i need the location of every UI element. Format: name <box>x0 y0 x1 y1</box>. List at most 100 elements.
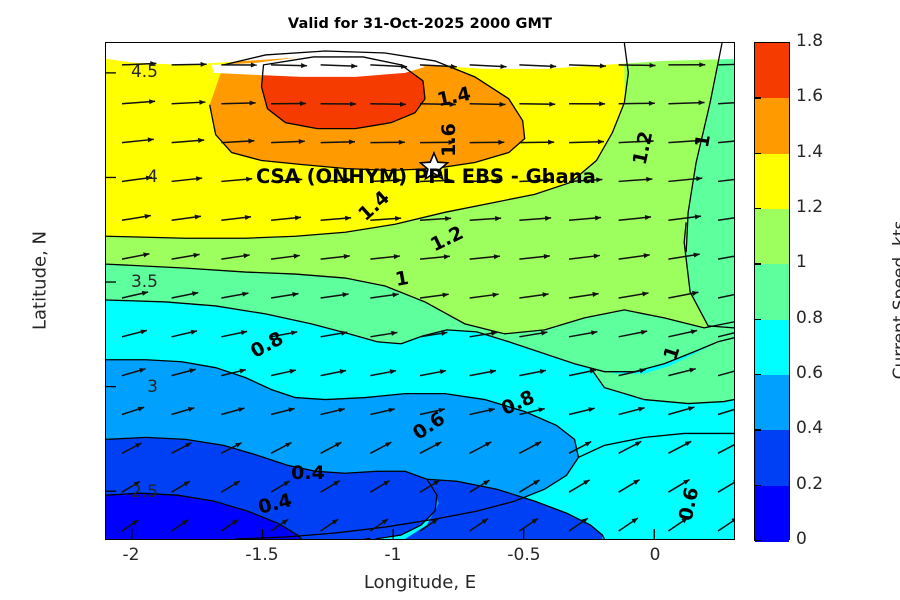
vector-arrow <box>370 139 405 145</box>
vector-arrow <box>419 177 453 183</box>
vector-arrow <box>369 518 389 532</box>
colorbar-tickmark-4 <box>754 263 761 265</box>
vector-arrow <box>221 138 255 144</box>
vector-arrow <box>469 330 498 338</box>
vector-arrow <box>568 479 591 493</box>
vector-arrow <box>221 330 248 338</box>
vector-arrow <box>121 480 141 493</box>
vector-arrow <box>320 330 348 338</box>
vector-arrow <box>320 369 347 377</box>
colorbar-tick-0-8: 0.8 <box>796 307 824 328</box>
y-tick-4: 4 <box>147 167 158 187</box>
x-tick-neg2: -2 <box>122 545 140 565</box>
contour-label-0-4-12: 0.4 <box>291 462 325 484</box>
vector-arrow <box>270 368 297 377</box>
vector-arrow <box>270 139 305 145</box>
vector-arrow <box>668 252 700 260</box>
vector-arrow <box>568 407 595 416</box>
colorbar-tick-1-2: 1.2 <box>796 197 824 217</box>
site-label: CSA (ONHYM) PPL EBS - Ghana <box>256 165 596 188</box>
vector-arrow <box>171 368 196 377</box>
vector-arrow <box>419 441 442 455</box>
y-tick-2-5: 2.5 <box>130 482 158 502</box>
vector-arrow <box>668 290 699 299</box>
x-tick-0: 0 <box>649 545 661 565</box>
vector-arrow <box>171 137 205 144</box>
vector-arrow <box>519 215 552 222</box>
vector-arrow <box>568 215 602 222</box>
vector-arrow <box>171 252 200 260</box>
vector-arrow <box>469 254 501 260</box>
colorbar-band-4 <box>755 264 789 321</box>
colorbar-band-6 <box>755 375 789 431</box>
vector-arrow <box>419 254 450 260</box>
vector-arrow <box>171 442 192 455</box>
vector-arrow <box>717 408 734 416</box>
vector-arrow <box>718 63 734 66</box>
vector-arrow <box>618 406 645 416</box>
vector-arrow <box>717 444 734 455</box>
vector-arrow <box>419 407 445 416</box>
vector-arrow <box>270 100 306 107</box>
colorbar-tickmark-8 <box>754 484 761 487</box>
vector-arrow <box>221 176 253 183</box>
vector-arrow <box>668 478 690 493</box>
vector-arrow <box>370 330 398 338</box>
vector-arrow <box>618 329 648 338</box>
current-vector-arrows <box>106 43 734 539</box>
vector-arrow <box>469 216 502 222</box>
vector-arrow <box>121 442 142 455</box>
vector-arrow <box>618 62 656 68</box>
colorbar-label: Current Speed, kts <box>890 220 900 380</box>
y-tick-3-5: 3.5 <box>130 272 158 292</box>
vector-arrow <box>171 214 202 222</box>
vector-arrow <box>121 99 156 105</box>
vector-arrow <box>519 441 542 455</box>
vector-arrow <box>667 517 689 532</box>
vector-arrow <box>220 442 242 455</box>
vector-arrow <box>320 101 357 107</box>
vector-arrow <box>469 139 505 145</box>
vector-arrow <box>121 367 146 377</box>
vector-arrow <box>668 214 702 222</box>
star-marker <box>419 151 449 181</box>
vector-arrow <box>221 100 256 106</box>
vector-arrow <box>419 518 439 532</box>
vector-arrow <box>171 99 206 105</box>
vector-arrow <box>171 176 203 183</box>
vector-arrow <box>320 215 352 222</box>
colorbar-tick-0-2: 0.2 <box>796 473 824 494</box>
colorbar-tick-1-6: 1.6 <box>796 86 824 107</box>
axis-tick-marks <box>106 43 734 539</box>
vector-arrow <box>121 214 151 222</box>
vector-arrow <box>668 100 705 106</box>
vector-arrow <box>370 101 406 107</box>
vector-arrow <box>618 253 650 260</box>
vector-arrow <box>568 253 600 260</box>
vector-arrow <box>618 138 654 144</box>
vector-arrow <box>221 407 245 416</box>
vector-arrow <box>171 291 199 299</box>
vector-arrow <box>419 139 455 145</box>
vector-arrow <box>270 330 298 338</box>
vector-arrow <box>568 368 597 377</box>
vector-arrow <box>717 178 734 183</box>
colorbar-band-0 <box>755 43 789 99</box>
vector-arrow <box>717 480 734 493</box>
y-axis-label: Latitude, N <box>29 231 51 330</box>
vector-arrow <box>519 369 547 377</box>
vector-arrow <box>519 101 556 107</box>
colorbar-band-3 <box>755 209 789 265</box>
vector-arrow <box>419 64 457 70</box>
colorbar-band-1 <box>755 98 789 155</box>
vector-arrow <box>717 140 734 144</box>
colorbar-tickmark-5 <box>754 318 761 321</box>
colorbar-tick-1: 1 <box>796 252 807 273</box>
vector-arrow <box>270 407 295 416</box>
colorbar-tick-0-4: 0.4 <box>796 418 824 439</box>
vector-arrow <box>320 63 358 69</box>
vector-arrow <box>568 291 599 299</box>
vector-arrow <box>718 102 734 105</box>
vector-arrow <box>221 368 247 377</box>
colorbar-band-7 <box>755 430 789 487</box>
